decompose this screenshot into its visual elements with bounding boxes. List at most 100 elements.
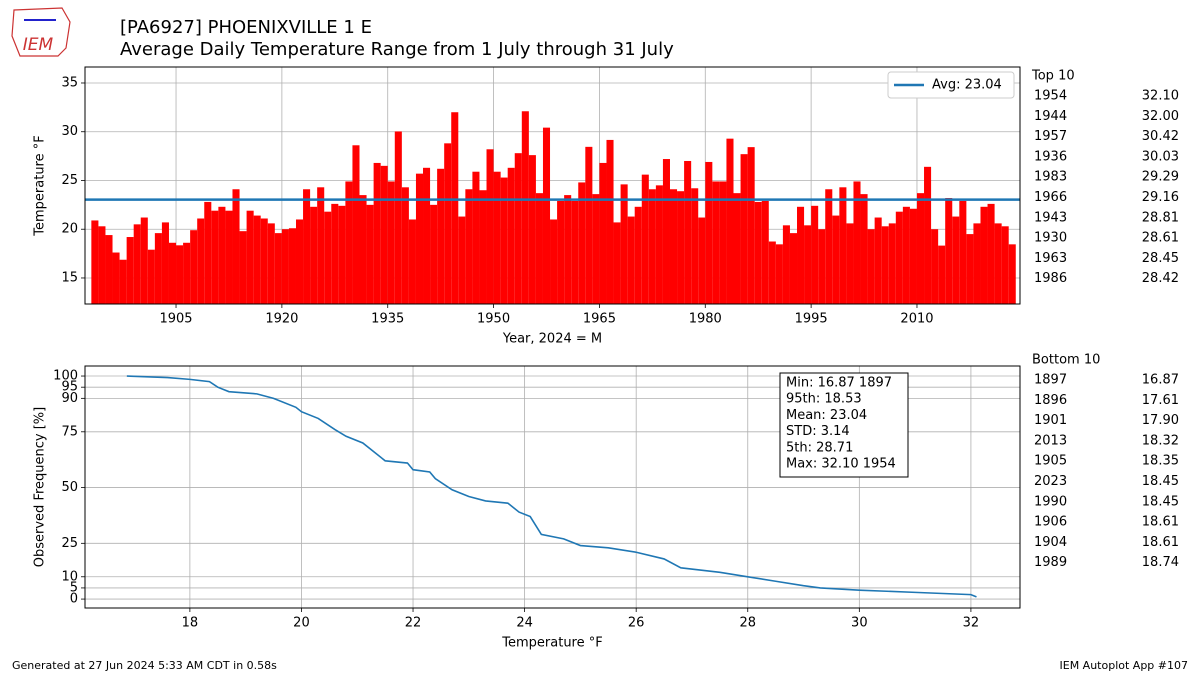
logo-text: IEM <box>23 35 54 55</box>
bar <box>867 229 875 304</box>
y-tick-label: 95 <box>61 380 78 395</box>
bar <box>775 244 783 304</box>
bar <box>366 204 374 304</box>
bar <box>994 223 1002 304</box>
bar <box>345 181 353 304</box>
bar <box>832 215 840 304</box>
bar <box>557 200 565 304</box>
table-year: 1906 <box>1034 515 1067 530</box>
bar <box>521 111 529 304</box>
table-year: 1983 <box>1034 170 1067 185</box>
bar <box>712 181 720 304</box>
bar <box>246 210 254 304</box>
bar <box>423 167 431 304</box>
x-axis-label: Year, 2024 = M <box>502 332 602 347</box>
y-axis-label: Temperature °F <box>33 135 48 236</box>
frequency-line <box>126 375 977 598</box>
bar <box>225 210 233 304</box>
x-tick-label: 26 <box>628 616 645 631</box>
table-value: 18.35 <box>1142 454 1179 469</box>
footer-left: Generated at 27 Jun 2024 5:33 AM CDT in … <box>12 659 277 672</box>
y-tick-label: 100 <box>53 369 78 384</box>
bar <box>571 200 579 304</box>
plot-frame <box>84 365 1021 609</box>
bar <box>613 222 621 304</box>
stats-line: STD: 3.14 <box>786 424 850 439</box>
table-value: 29.16 <box>1142 190 1179 205</box>
bar <box>789 233 798 304</box>
bar <box>768 241 776 304</box>
bar <box>747 147 755 304</box>
bar <box>987 203 995 304</box>
bar <box>719 181 727 304</box>
stats-line: Min: 16.87 1897 <box>786 376 892 391</box>
bar <box>980 206 988 304</box>
bar <box>253 215 261 304</box>
x-tick-label: 18 <box>182 616 199 631</box>
table-year: 1901 <box>1034 413 1067 428</box>
y-tick-label: 5 <box>70 580 78 595</box>
table-value: 32.10 <box>1142 89 1179 104</box>
table-year: 2023 <box>1034 474 1067 489</box>
table-value: 18.61 <box>1142 515 1179 530</box>
y-tick-label: 15 <box>61 270 78 285</box>
bar <box>825 189 833 304</box>
x-tick-label: 1995 <box>795 312 828 327</box>
table-value: 28.81 <box>1142 210 1179 225</box>
bar <box>98 226 106 304</box>
bar <box>154 233 162 304</box>
bar <box>274 233 282 304</box>
table-title: Top 10 <box>1031 69 1075 84</box>
bar <box>761 200 769 304</box>
bar <box>239 231 247 304</box>
bar <box>493 171 501 304</box>
bar <box>578 182 586 304</box>
y-tick-label: 75 <box>61 424 78 439</box>
bar <box>126 237 134 304</box>
table-value: 16.87 <box>1142 373 1179 388</box>
bar <box>535 193 543 304</box>
table-value: 30.42 <box>1142 129 1179 144</box>
bar <box>133 224 141 304</box>
bar <box>204 201 212 304</box>
bar <box>966 234 974 304</box>
table-value: 18.32 <box>1142 433 1179 448</box>
bar <box>444 143 452 304</box>
table-value: 18.61 <box>1142 535 1179 550</box>
x-tick-label: 28 <box>739 616 756 631</box>
bar <box>754 201 762 304</box>
bar <box>811 205 819 304</box>
title-line: [PA6927] PHOENIXVILLE 1 E <box>120 17 372 38</box>
y-tick-label: 25 <box>61 173 78 188</box>
title-line: Average Daily Temperature Range from 1 J… <box>120 39 674 60</box>
bar <box>112 252 120 304</box>
bar <box>662 159 670 304</box>
table-value: 18.45 <box>1142 494 1179 509</box>
stats-line: 95th: 18.53 <box>786 392 862 407</box>
bar <box>564 195 572 304</box>
bar <box>797 206 805 304</box>
bar <box>1001 226 1009 304</box>
bar <box>105 235 113 304</box>
bar <box>874 217 882 304</box>
legend-label: Avg: 23.04 <box>932 78 1002 93</box>
table-year: 1957 <box>1034 129 1067 144</box>
bar <box>197 218 205 304</box>
table-value: 30.03 <box>1142 149 1179 164</box>
bar <box>380 165 388 304</box>
bar <box>606 139 614 304</box>
bar <box>669 189 678 304</box>
x-tick-label: 2010 <box>900 312 933 327</box>
bar <box>437 168 445 304</box>
bar <box>1008 244 1016 304</box>
table-year: 1897 <box>1034 373 1067 388</box>
bar <box>846 223 854 304</box>
bar <box>888 223 896 304</box>
bar <box>853 181 861 304</box>
bar <box>161 222 169 304</box>
bar <box>91 220 99 304</box>
legend-box <box>887 71 1015 99</box>
bar <box>514 153 522 304</box>
bar <box>267 223 275 304</box>
